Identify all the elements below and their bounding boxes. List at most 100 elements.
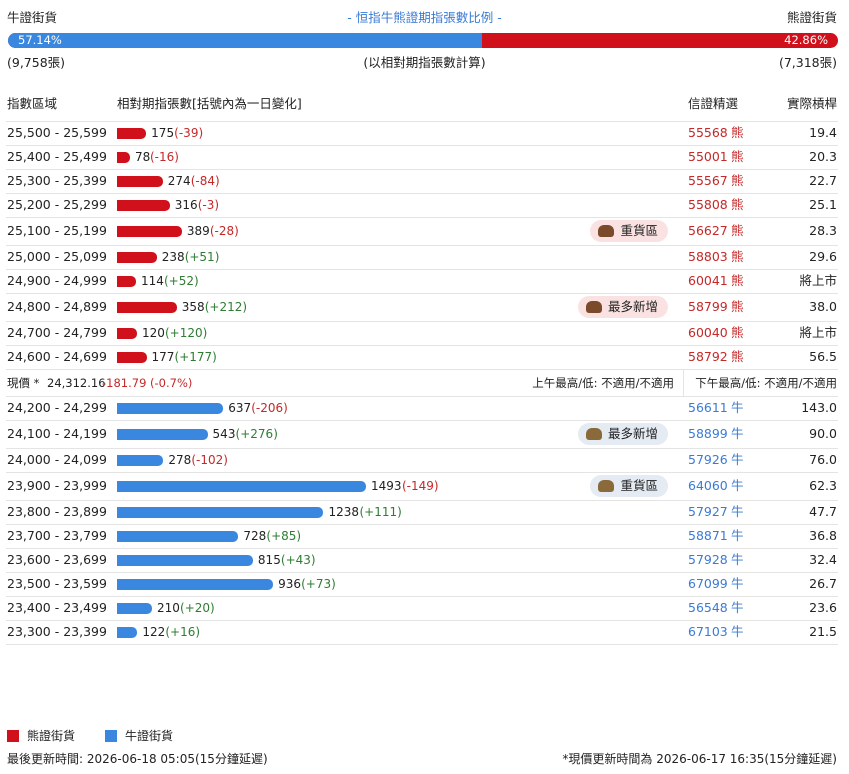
bear-count: (7,318張) <box>778 55 837 70</box>
count: 278 <box>168 453 192 467</box>
side: 熊 <box>731 149 744 164</box>
count: 637 <box>228 401 252 415</box>
range: 24,700 - 24,799 <box>7 325 107 340</box>
range: 23,400 - 23,499 <box>7 600 107 615</box>
badge-icon <box>598 480 615 492</box>
change: (-206) <box>251 401 288 415</box>
range: 23,500 - 23,599 <box>7 576 107 591</box>
leverage: 76.0 <box>809 452 837 467</box>
range: 25,200 - 25,299 <box>7 197 107 212</box>
code: 56627 <box>688 223 728 238</box>
range: 23,600 - 23,699 <box>7 552 107 567</box>
side: 熊 <box>731 173 744 188</box>
code: 55567 <box>688 173 728 188</box>
count: 815 <box>257 553 281 567</box>
row-divider <box>6 524 838 525</box>
range: 23,300 - 23,399 <box>7 624 107 639</box>
bull-pct: 57.14% <box>18 33 62 47</box>
code: 56548 <box>688 600 728 615</box>
range: 25,300 - 25,399 <box>7 173 107 188</box>
count-bar <box>117 151 130 163</box>
count: 543 <box>212 427 236 441</box>
count-bar <box>117 225 182 237</box>
change: (-39) <box>174 126 204 140</box>
row-divider <box>6 620 838 621</box>
badge-icon <box>585 428 602 440</box>
count: 114 <box>141 274 164 288</box>
count: 78 <box>135 150 151 164</box>
column-header: 指數區域 <box>7 96 58 111</box>
leverage: 26.7 <box>809 576 837 591</box>
count: 936 <box>278 577 301 591</box>
range: 23,900 - 23,999 <box>7 478 107 493</box>
bull-ratio <box>8 33 483 48</box>
change: (-102) <box>191 453 228 467</box>
side: 熊 <box>731 197 744 212</box>
count-bar <box>117 175 163 187</box>
change: (-28) <box>209 224 239 238</box>
legend-swatch <box>7 730 19 742</box>
count-bar <box>117 454 164 466</box>
row-divider <box>6 548 838 549</box>
code: 64060 <box>688 478 728 493</box>
leverage: 21.5 <box>809 624 837 639</box>
row-divider <box>6 145 838 146</box>
side: 牛 <box>731 528 744 543</box>
side: 牛 <box>731 452 744 467</box>
row-divider <box>6 321 838 322</box>
count: 210 <box>157 601 180 615</box>
row-divider <box>6 345 838 346</box>
count-bar <box>117 480 366 492</box>
code: 58792 <box>688 349 728 364</box>
column-header: 實際槓桿 <box>786 96 837 111</box>
count-bar <box>117 402 224 414</box>
ratio-bar: 57.14% 42.86% <box>8 33 838 48</box>
range: 24,200 - 24,299 <box>7 400 107 415</box>
badge: 最多新增 <box>577 296 668 318</box>
side: 牛 <box>731 600 744 615</box>
change: (+20) <box>180 601 215 615</box>
badge-icon <box>598 225 615 237</box>
count: 274 <box>167 174 191 188</box>
footer-note: *現價更新時間為 2026-06-17 16:35(15分鐘延遲) <box>562 752 837 766</box>
range: 25,000 - 25,099 <box>7 249 107 264</box>
count-bar <box>117 428 208 440</box>
bear-pct: 42.86% <box>784 33 828 47</box>
code: 55568 <box>688 125 728 140</box>
leverage: 143.0 <box>801 400 837 415</box>
badge: 重貨區 <box>590 220 668 242</box>
bull-label: 牛證街貨 <box>7 10 58 25</box>
code: 58803 <box>688 249 728 264</box>
code: 55001 <box>688 149 728 164</box>
leverage: 32.4 <box>809 552 837 567</box>
current-change: -181.79 (-0.7%) <box>102 375 193 390</box>
side: 熊 <box>731 273 744 288</box>
legend-label: 熊證街貨 <box>27 729 76 743</box>
change: (+43) <box>280 553 316 567</box>
count-bar <box>117 626 138 638</box>
code: 67099 <box>688 576 728 591</box>
legend-label: 牛證街貨 <box>125 729 174 743</box>
row-divider <box>6 193 838 194</box>
leverage: 90.0 <box>809 426 837 441</box>
change: (+212) <box>204 300 248 314</box>
code: 55808 <box>688 197 728 212</box>
change: (-3) <box>197 198 220 212</box>
title: - 恒指牛熊證期指張數比例 - <box>347 10 502 25</box>
row-divider <box>6 596 838 597</box>
count-bar <box>117 127 147 139</box>
side: 熊 <box>731 299 744 314</box>
note: (以相對期指張數計算) <box>363 55 486 70</box>
range: 25,500 - 25,599 <box>7 125 107 140</box>
side: 牛 <box>731 400 744 415</box>
row-divider <box>6 269 838 270</box>
leverage: 47.7 <box>809 504 837 519</box>
change: (+120) <box>165 326 208 340</box>
leverage: 36.8 <box>809 528 837 543</box>
count-bar <box>117 530 239 542</box>
leverage: 20.3 <box>809 149 837 164</box>
code: 57928 <box>688 552 728 567</box>
count: 358 <box>181 300 205 314</box>
change: (-84) <box>190 174 220 188</box>
change: (+85) <box>266 529 302 543</box>
